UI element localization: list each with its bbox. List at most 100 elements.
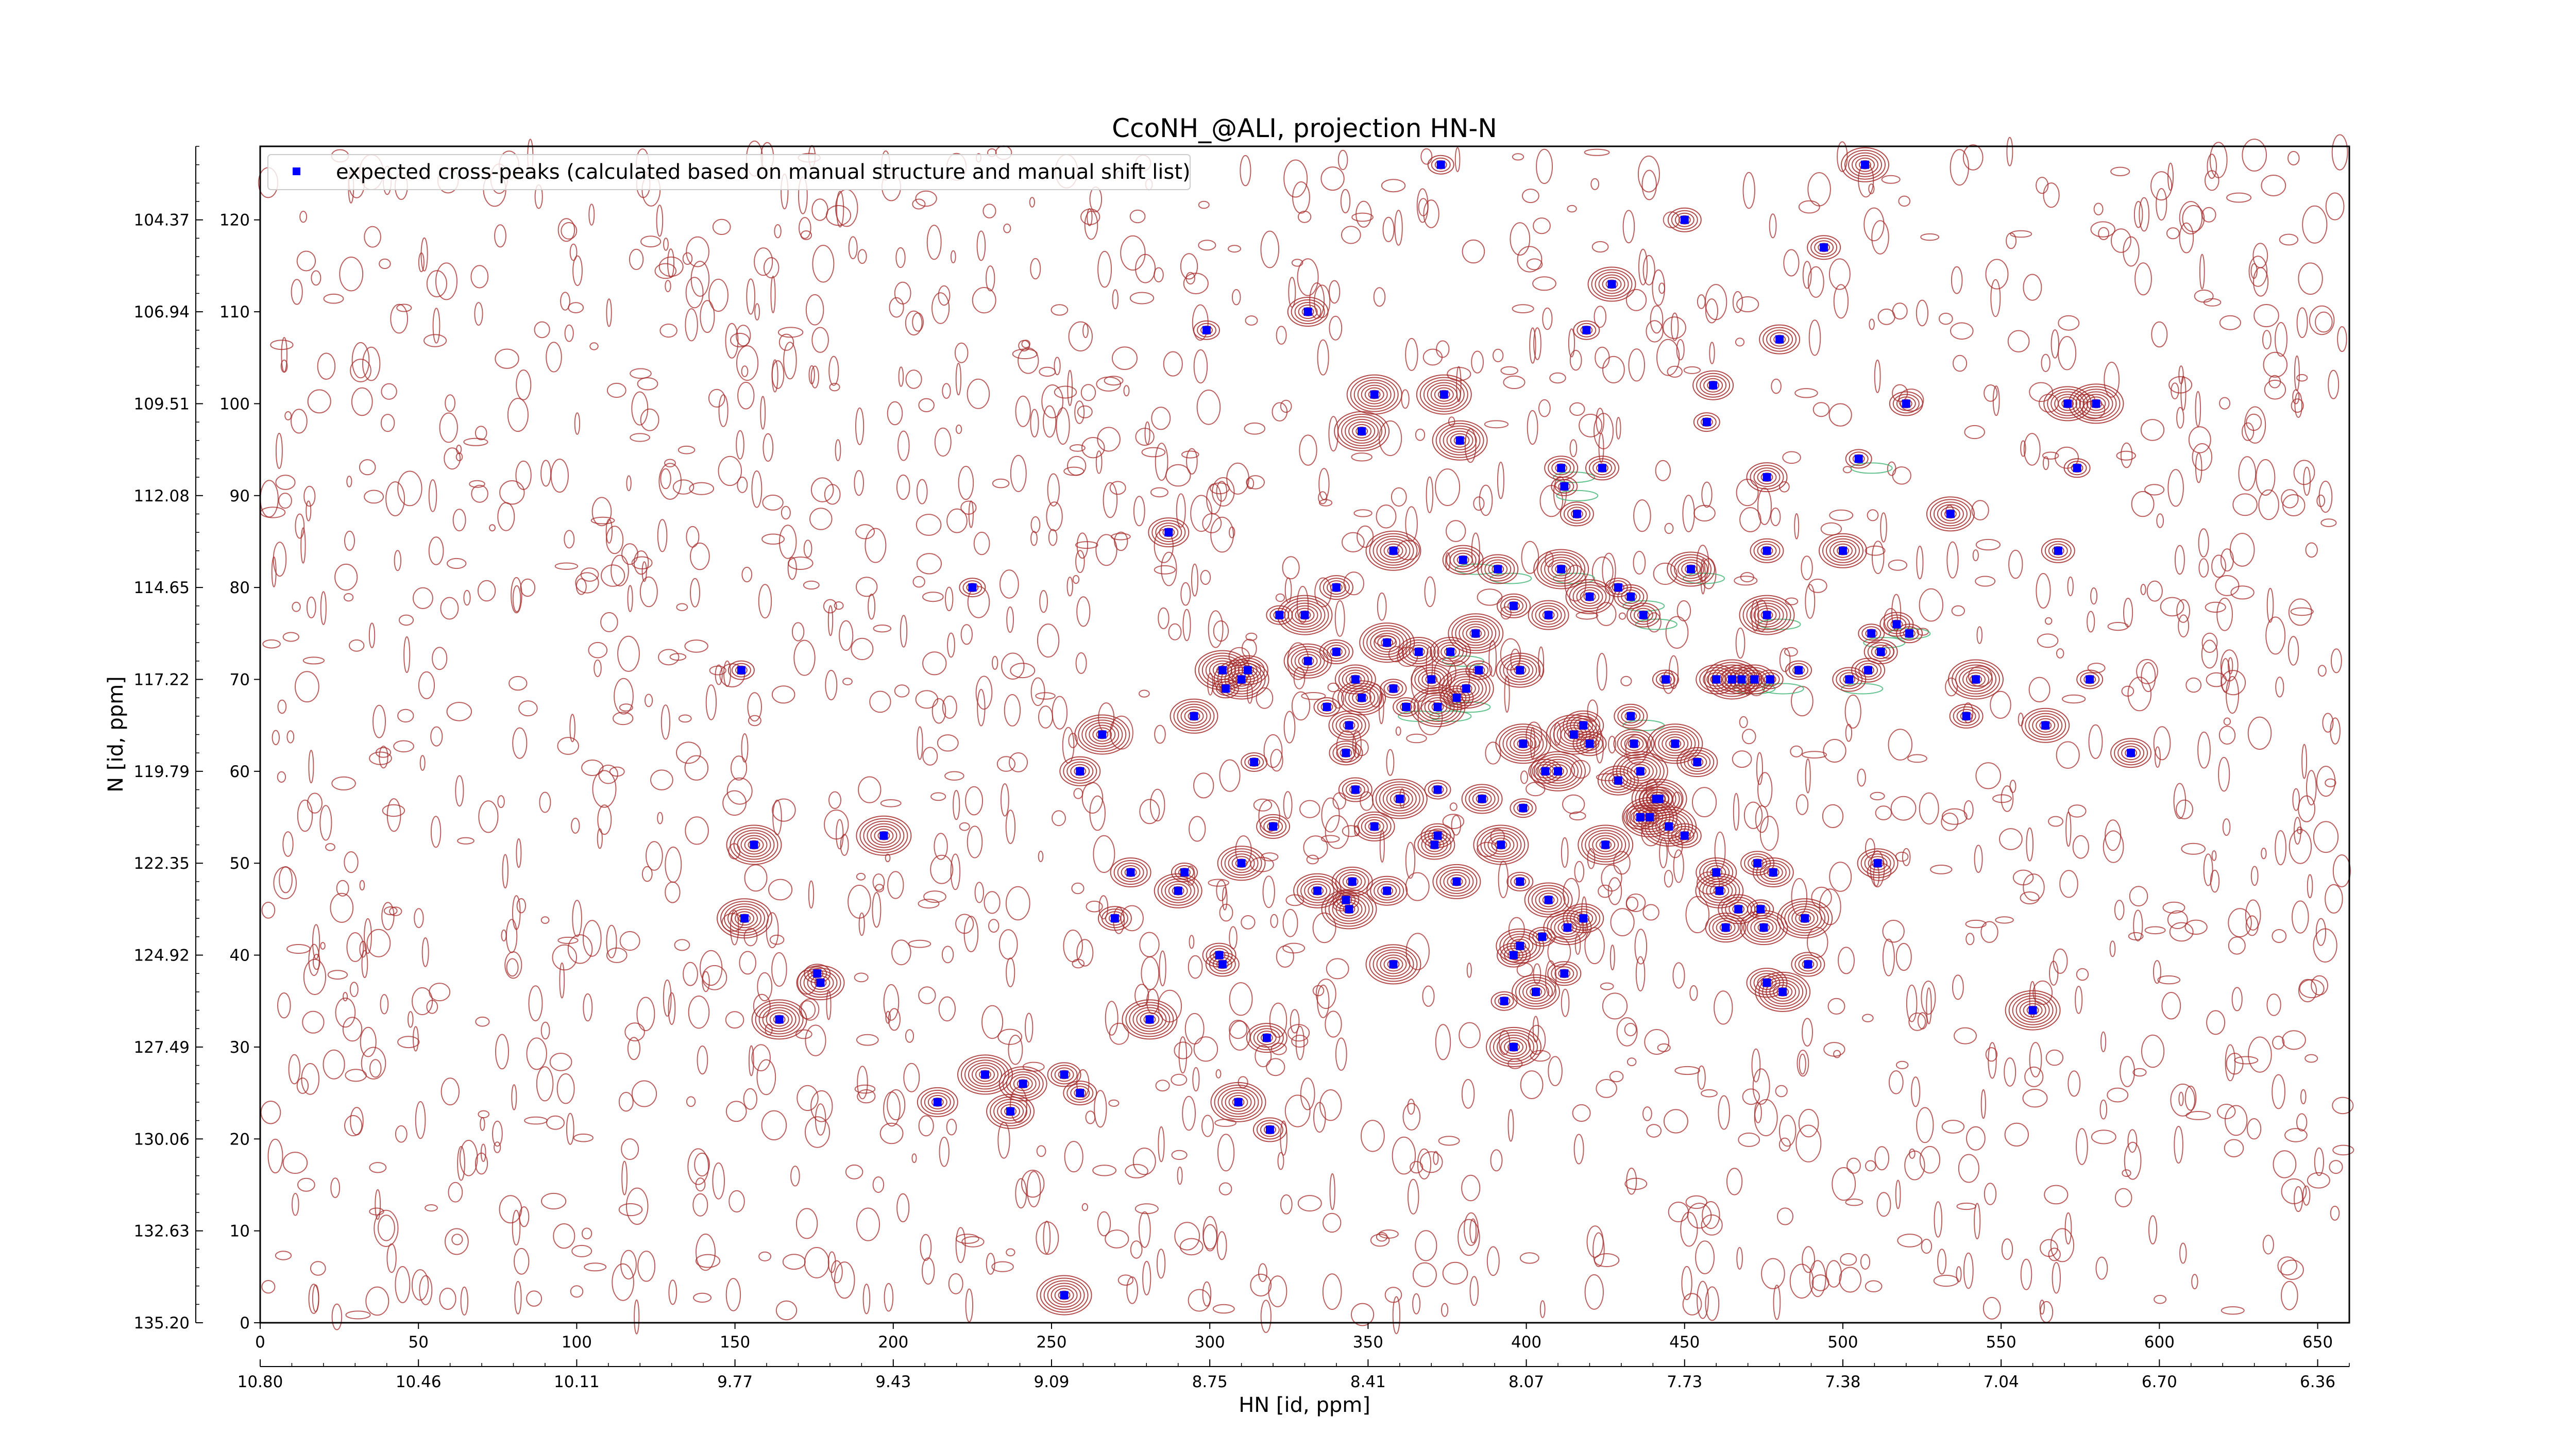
noise-contour bbox=[1659, 837, 1668, 869]
noise-contour bbox=[288, 1054, 301, 1085]
noise-contour bbox=[900, 615, 908, 648]
noise-contour bbox=[566, 1113, 574, 1145]
noise-contour bbox=[2040, 1239, 2058, 1257]
noise-contour bbox=[992, 655, 998, 670]
noise-contour bbox=[296, 1077, 309, 1094]
noise-contour bbox=[1532, 276, 1556, 291]
noise-contour bbox=[1182, 609, 1191, 642]
noise-contour bbox=[686, 236, 709, 267]
expected-peak-marker bbox=[1370, 822, 1379, 831]
noise-contour bbox=[1992, 794, 2012, 803]
noise-contour bbox=[1112, 346, 1138, 370]
noise-contour bbox=[1208, 610, 1224, 648]
noise-contour bbox=[569, 714, 575, 743]
expected-peak-marker bbox=[1452, 877, 1461, 886]
noise-contour bbox=[950, 250, 956, 263]
noise-contour bbox=[2167, 469, 2184, 507]
noise-contour bbox=[1625, 289, 1647, 311]
noise-contour bbox=[515, 460, 532, 490]
noise-contour bbox=[2098, 227, 2110, 240]
noise-contour bbox=[311, 270, 321, 286]
noise-contour bbox=[344, 530, 355, 551]
noise-contour bbox=[1789, 1263, 1814, 1299]
noise-contour bbox=[1865, 1280, 1883, 1292]
expected-peak-marker bbox=[1519, 804, 1528, 813]
noise-contour bbox=[1665, 616, 1689, 649]
peak-contour bbox=[1319, 575, 1353, 600]
noise-contour bbox=[658, 463, 682, 500]
noise-contour bbox=[1080, 208, 1100, 225]
noise-contour bbox=[694, 1152, 710, 1177]
noise-contour bbox=[946, 508, 968, 533]
noise-contour bbox=[1503, 375, 1526, 390]
noise-contour bbox=[2114, 1188, 2132, 1208]
noise-contour bbox=[1802, 1018, 1813, 1047]
noise-contour bbox=[1761, 1258, 1785, 1289]
noise-contour bbox=[1869, 318, 1875, 330]
noise-contour bbox=[2220, 548, 2234, 572]
expected-peak-marker bbox=[1892, 620, 1901, 629]
expected-peak-marker bbox=[1778, 987, 1787, 996]
x-ppm-tick-label: 8.07 bbox=[1509, 1373, 1544, 1391]
noise-contour bbox=[1043, 405, 1057, 438]
noise-contour bbox=[1171, 1073, 1188, 1086]
noise-contour bbox=[2123, 236, 2140, 267]
noise-contour bbox=[362, 346, 381, 381]
noise-contour bbox=[448, 1182, 463, 1203]
noise-contour bbox=[1933, 1274, 1959, 1287]
noise-contour bbox=[1811, 886, 1832, 908]
noise-contour bbox=[762, 433, 774, 462]
noise-contour bbox=[1075, 541, 1098, 549]
noise-contour bbox=[2133, 201, 2143, 228]
expected-peak-marker bbox=[1905, 629, 1913, 638]
noise-contour bbox=[1326, 958, 1349, 980]
noise-contour bbox=[1029, 197, 1036, 208]
noise-contour bbox=[1709, 342, 1715, 364]
noise-contour bbox=[2007, 330, 2030, 352]
expected-peak-marker bbox=[1630, 739, 1638, 748]
noise-contour bbox=[1965, 919, 1987, 929]
noise-contour bbox=[730, 909, 739, 946]
noise-contour bbox=[1357, 525, 1374, 548]
noise-contour bbox=[803, 580, 820, 590]
noise-contour bbox=[1288, 277, 1296, 308]
peak-contour bbox=[1334, 411, 1390, 451]
noise-contour bbox=[2029, 981, 2036, 1018]
noise-contour bbox=[1174, 1041, 1193, 1059]
noise-contour bbox=[1536, 148, 1553, 184]
noise-contour bbox=[1633, 551, 1646, 575]
noise-contour bbox=[2140, 584, 2146, 595]
noise-contour bbox=[2039, 1300, 2045, 1315]
noise-contour bbox=[858, 912, 865, 936]
expected-peak-marker bbox=[1532, 987, 1540, 996]
noise-contour bbox=[1569, 439, 1578, 458]
noise-contour bbox=[2184, 919, 2208, 935]
noise-contour bbox=[1705, 1286, 1720, 1321]
noise-contour bbox=[2238, 456, 2257, 491]
noise-contour bbox=[306, 500, 312, 521]
noise-contour bbox=[804, 1247, 829, 1278]
noise-contour bbox=[1663, 316, 1686, 339]
noise-contour bbox=[1828, 403, 1852, 427]
noise-contour bbox=[1015, 1178, 1027, 1209]
noise-contour bbox=[1701, 1214, 1723, 1236]
expected-peak-markers bbox=[737, 160, 2136, 1300]
noise-contour bbox=[2120, 1056, 2136, 1087]
noise-contour bbox=[2265, 616, 2286, 655]
noise-contour bbox=[2141, 1034, 2165, 1068]
noise-contour bbox=[965, 786, 984, 816]
noise-contour bbox=[1361, 1120, 1385, 1152]
noise-contour bbox=[2133, 909, 2143, 941]
noise-contour bbox=[2292, 900, 2309, 934]
noise-contour bbox=[1095, 450, 1103, 474]
noise-contour bbox=[2329, 1160, 2343, 1174]
noise-contour bbox=[2263, 351, 2288, 378]
noise-contour bbox=[573, 1133, 594, 1142]
noise-contour bbox=[1985, 259, 2009, 290]
noise-contour bbox=[1154, 565, 1176, 575]
expected-peak-marker bbox=[1712, 675, 1721, 684]
negative-contour bbox=[1553, 471, 1596, 483]
peak-contour bbox=[1097, 906, 1132, 931]
noise-contour bbox=[1687, 1203, 1712, 1229]
noise-contour bbox=[1229, 526, 1235, 538]
